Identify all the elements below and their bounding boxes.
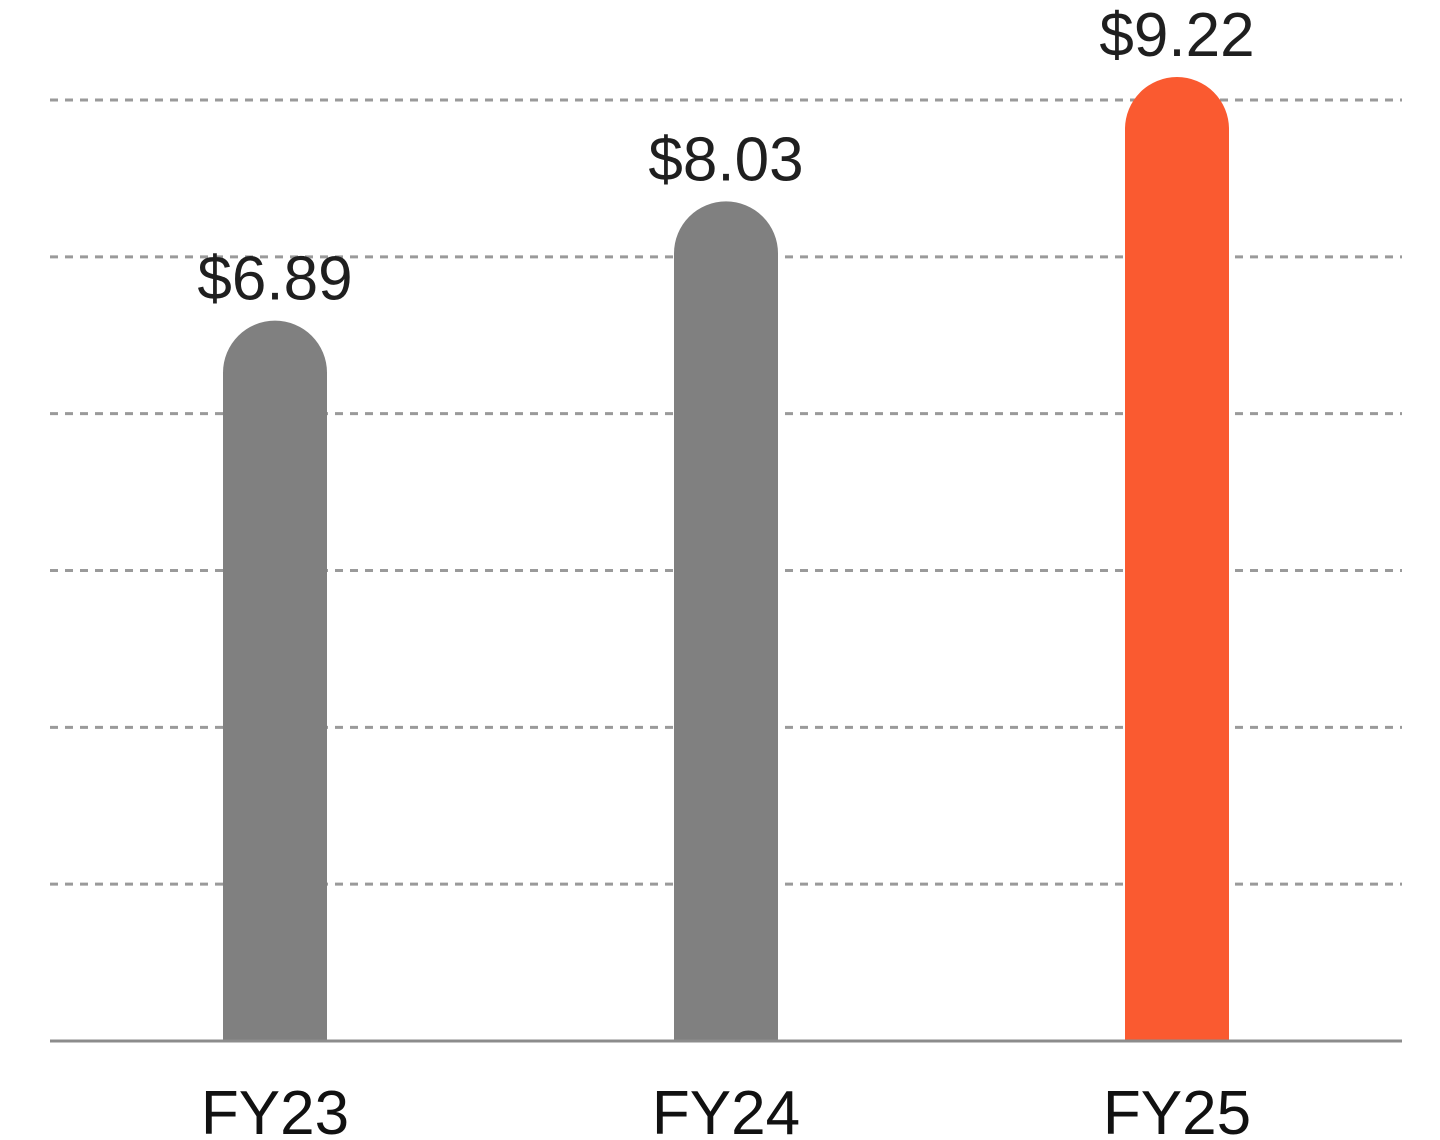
bar-fy23 bbox=[223, 320, 327, 1041]
bars bbox=[223, 76, 1229, 1042]
data-label-fy24: $8.03 bbox=[648, 125, 803, 194]
value-labels: $6.89 $8.03 $9.22 bbox=[197, 1, 1254, 314]
category-label-fy24: FY24 bbox=[652, 1079, 800, 1140]
bar-fy25 bbox=[1125, 76, 1229, 1041]
category-labels: FY23 FY24 FY25 bbox=[201, 1079, 1251, 1140]
category-label-fy23: FY23 bbox=[201, 1079, 349, 1140]
data-label-fy23: $6.89 bbox=[197, 245, 352, 314]
bar-fy24 bbox=[674, 201, 778, 1042]
category-label-fy25: FY25 bbox=[1103, 1079, 1251, 1140]
data-label-fy25: $9.22 bbox=[1099, 1, 1254, 70]
